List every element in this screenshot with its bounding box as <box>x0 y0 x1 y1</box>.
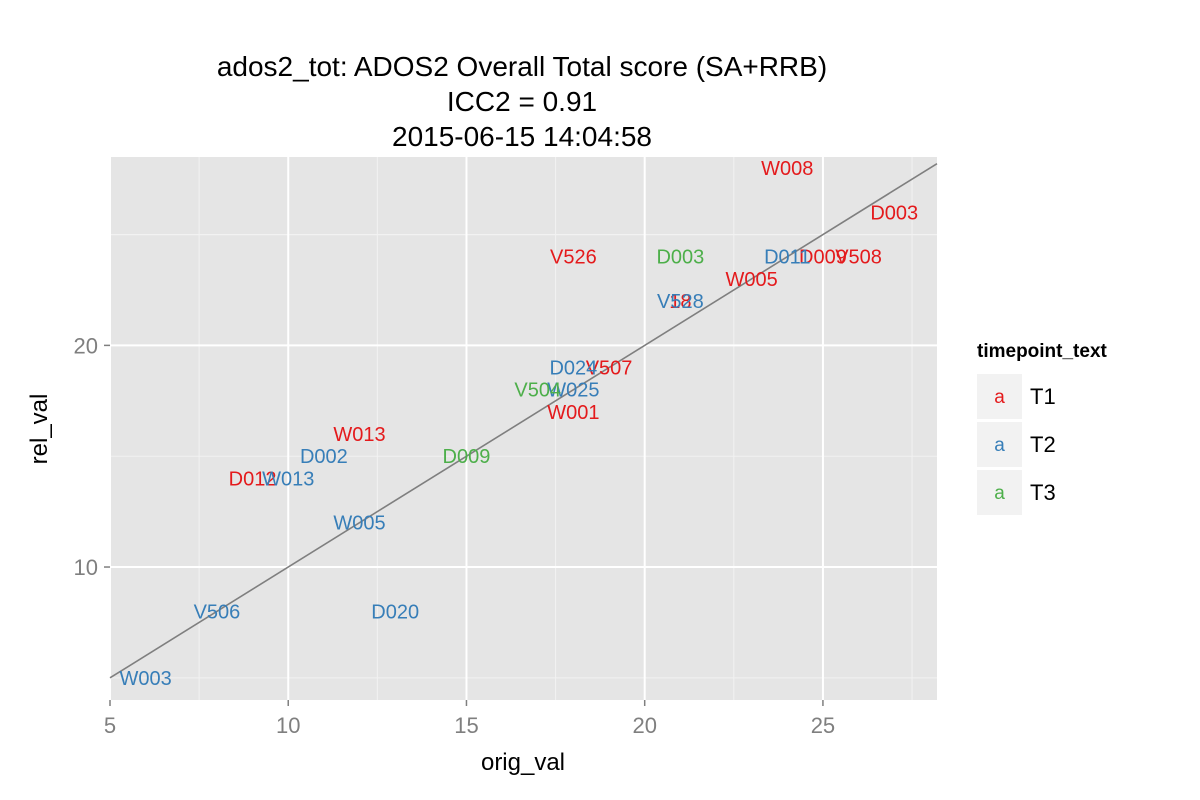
point-label: V526 <box>550 247 597 269</box>
y-tick-label: 10 <box>74 555 98 580</box>
legend: timepoint_text a T1 a T2 a T3 <box>977 341 1108 515</box>
legend-title: timepoint_text <box>977 341 1108 362</box>
point-label: V508 <box>835 247 882 269</box>
point-label: V507 <box>586 358 633 380</box>
legend-entries: a T1 a T2 a T3 <box>977 374 1056 515</box>
point-label: D024 <box>549 358 597 380</box>
legend-key <box>977 470 1022 515</box>
x-tick-label: 25 <box>811 713 835 738</box>
legend-key <box>977 374 1022 419</box>
point-label: W008 <box>761 158 813 180</box>
point-label: D012 <box>229 468 277 490</box>
title-line-3: 2015-06-15 14:04:58 <box>392 121 652 152</box>
chart-title: ados2_tot: ADOS2 Overall Total score (SA… <box>217 51 827 152</box>
x-tick-label: 10 <box>276 713 300 738</box>
point-label: W005 <box>333 513 385 535</box>
point-label: W013 <box>333 424 385 446</box>
point-label: W025 <box>547 380 599 402</box>
point-label: D020 <box>371 601 419 623</box>
title-line-1: ados2_tot: ADOS2 Overall Total score (SA… <box>217 51 827 82</box>
y-tick-label: 20 <box>74 333 98 358</box>
point-label: W013 <box>262 468 314 490</box>
point-label: V506 <box>194 601 241 623</box>
point-label: D009 <box>443 446 491 468</box>
legend-key-glyph: a <box>994 387 1005 408</box>
grid-major <box>109 157 937 700</box>
point-label: V504 <box>514 380 561 402</box>
legend-label: T2 <box>1030 432 1056 457</box>
x-tick-label: 20 <box>632 713 656 738</box>
legend-key-glyph: a <box>994 435 1005 456</box>
point-label: D003 <box>656 247 704 269</box>
plot-panel <box>110 157 937 700</box>
legend-key-glyph: a <box>994 483 1005 504</box>
point-label: D002 <box>300 446 348 468</box>
title-line-2: ICC2 = 0.91 <box>447 86 597 117</box>
y-axis: 10 20 <box>74 333 110 580</box>
x-tick-label: 15 <box>454 713 478 738</box>
x-axis: 5 10 15 20 25 <box>104 700 835 738</box>
point-label: W001 <box>547 402 599 424</box>
point-label: V528 <box>657 291 704 313</box>
point-label: W003 <box>120 668 172 690</box>
legend-label: T1 <box>1030 384 1056 409</box>
point-label: D009 <box>799 247 847 269</box>
legend-label: T3 <box>1030 480 1056 505</box>
x-tick-label: 5 <box>104 713 116 738</box>
identity-reference-line <box>109 162 938 679</box>
x-axis-title: orig_val <box>481 749 565 776</box>
grid-minor <box>110 157 937 700</box>
legend-key <box>977 422 1022 467</box>
point-label: 18 <box>669 291 691 313</box>
point-label: D003 <box>870 202 918 224</box>
point-label: D011 <box>764 247 810 269</box>
point-label: W005 <box>726 269 778 291</box>
y-axis-title: rel_val <box>26 394 53 465</box>
